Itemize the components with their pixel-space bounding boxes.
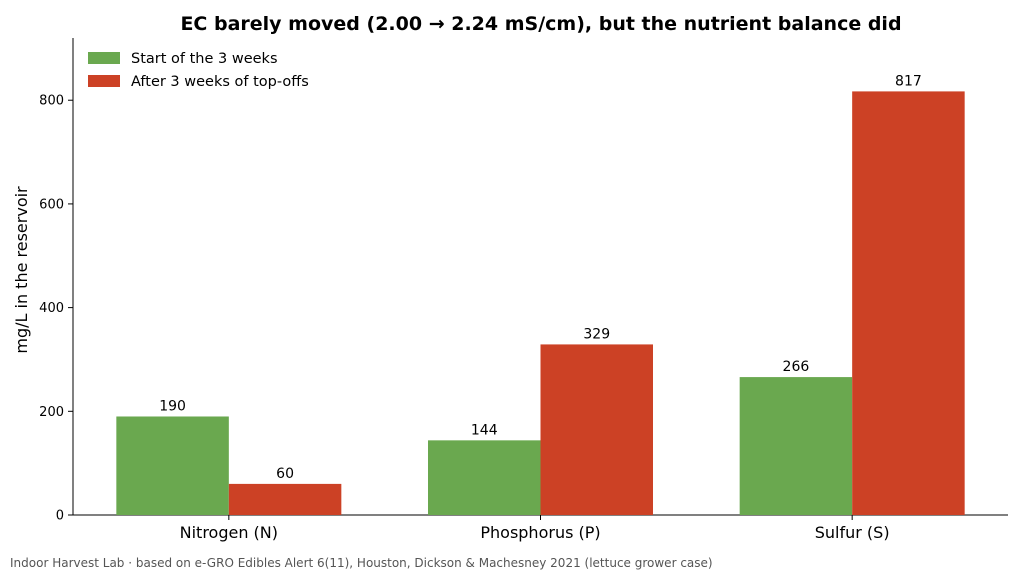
bar-value-label: 817: [895, 73, 922, 89]
bar-value-label: 190: [159, 398, 186, 414]
bar: [228, 483, 342, 515]
bar-value-label: 266: [783, 359, 810, 375]
bar: [116, 416, 229, 515]
bar-value-label: 60: [276, 466, 294, 482]
y-tick-label: 0: [56, 509, 64, 524]
bar-value-label: 144: [471, 422, 498, 438]
y-axis-label: mg/L in the reservoir: [12, 186, 31, 354]
legend-label: Start of the 3 weeks: [131, 51, 278, 67]
chart-title: EC barely moved (2.00 → 2.24 mS/cm), but…: [180, 13, 901, 35]
x-tick-label: Phosphorus (P): [480, 523, 600, 542]
x-tick-label: Sulfur (S): [815, 523, 890, 542]
y-tick-label: 200: [39, 405, 64, 420]
y-tick-label: 800: [39, 94, 64, 109]
bar: [540, 344, 653, 515]
x-tick-label: Nitrogen (N): [180, 523, 278, 542]
bar: [739, 377, 853, 515]
bar-value-label: 329: [583, 326, 610, 342]
y-tick-label: 600: [39, 197, 64, 212]
source-footer: Indoor Harvest Lab · based on e-GRO Edib…: [10, 556, 713, 570]
y-tick-label: 400: [39, 301, 64, 316]
bar: [852, 91, 965, 515]
legend-swatch: [88, 52, 120, 64]
legend: Start of the 3 weeks After 3 weeks of top…: [88, 51, 309, 90]
plot-area: 0 200 400 600 800 Nitrogen (N) 190 60 Phosphorus…: [39, 38, 1008, 542]
legend-label: After 3 weeks of top-offs: [131, 74, 309, 90]
legend-swatch: [88, 75, 120, 87]
bar: [428, 440, 541, 515]
